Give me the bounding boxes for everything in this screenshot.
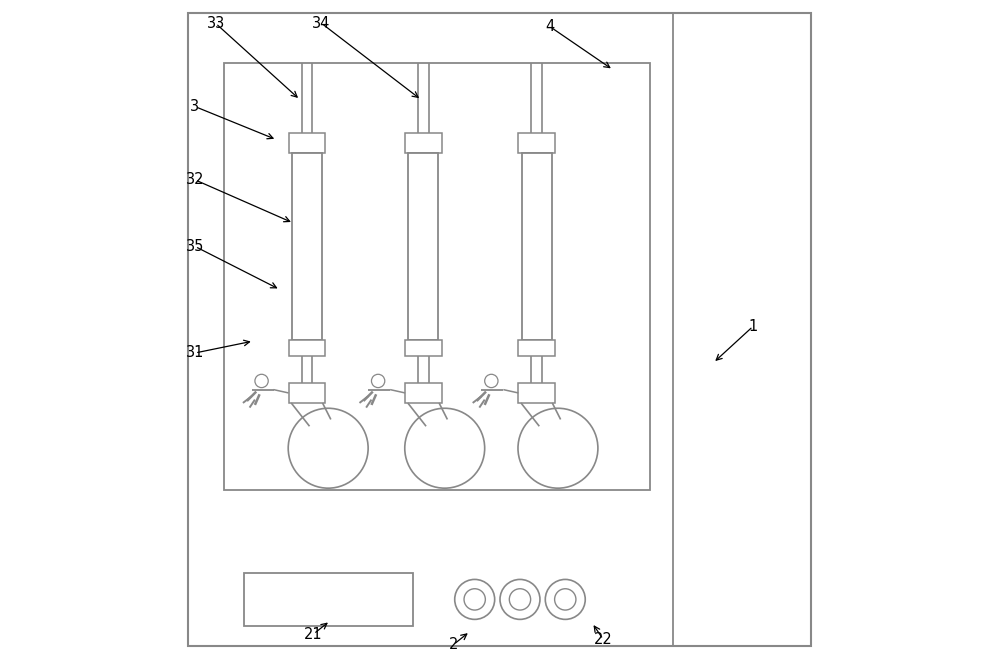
Text: 33: 33 (206, 16, 225, 31)
Bar (244, 573, 413, 626)
Bar (518, 133, 555, 153)
Bar (292, 153, 322, 340)
Circle shape (255, 374, 268, 388)
Bar (289, 383, 325, 403)
Bar (408, 153, 438, 340)
Circle shape (485, 374, 498, 388)
Circle shape (371, 374, 385, 388)
Circle shape (509, 589, 531, 610)
Text: 22: 22 (594, 632, 613, 647)
Bar (522, 153, 552, 340)
Circle shape (288, 408, 368, 488)
Circle shape (455, 579, 495, 619)
Bar (405, 383, 442, 403)
Text: 32: 32 (186, 172, 204, 187)
Circle shape (518, 408, 598, 488)
Bar (405, 133, 442, 153)
Text: 34: 34 (312, 16, 331, 31)
Bar (289, 340, 325, 356)
Text: 21: 21 (304, 627, 323, 641)
Circle shape (545, 579, 585, 619)
Text: 31: 31 (186, 346, 204, 360)
Bar (518, 383, 555, 403)
Bar (289, 133, 325, 153)
Circle shape (405, 408, 485, 488)
Circle shape (464, 589, 485, 610)
Text: 2: 2 (449, 637, 458, 652)
Circle shape (555, 589, 576, 610)
Bar (518, 340, 555, 356)
Bar (224, 63, 650, 490)
Circle shape (500, 579, 540, 619)
Text: 35: 35 (186, 239, 204, 254)
Bar (405, 340, 442, 356)
Text: 1: 1 (748, 319, 758, 334)
Text: 4: 4 (545, 19, 555, 34)
Text: 3: 3 (190, 99, 200, 114)
